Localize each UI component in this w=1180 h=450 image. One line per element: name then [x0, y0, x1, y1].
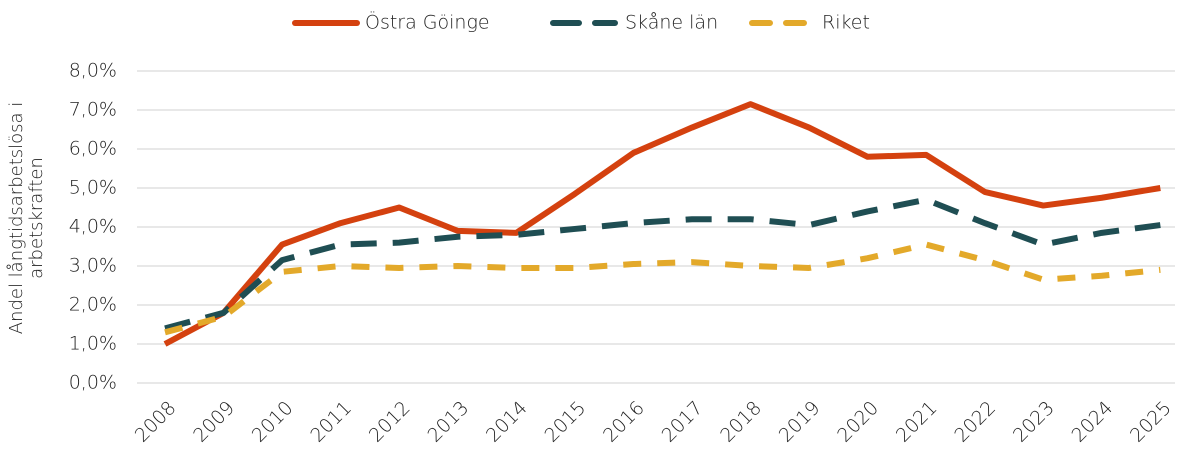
x-tick-label: 2021 — [892, 397, 942, 447]
legend-label: Skåne län — [625, 12, 718, 34]
x-tick-label: 2022 — [950, 397, 1000, 447]
y-tick-label: 8,0% — [69, 60, 117, 82]
y-tick-label: 1,0% — [69, 333, 117, 355]
x-tick-label: 2025 — [1126, 397, 1176, 447]
x-tick-label: 2016 — [599, 397, 649, 447]
legend-label: Östra Göinge — [365, 11, 490, 34]
x-tick-label: 2014 — [482, 397, 532, 447]
legend-label: Riket — [822, 12, 870, 34]
y-tick-label: 7,0% — [69, 99, 117, 121]
x-tick-label: 2012 — [365, 397, 415, 447]
series-line — [164, 241, 1161, 336]
y-tick-label: 2,0% — [69, 294, 117, 316]
series-line — [164, 196, 1161, 332]
series-line — [163, 101, 1161, 347]
y-tick-label: 4,0% — [69, 216, 117, 238]
x-tick-label: 2008 — [131, 397, 181, 447]
x-tick-label: 2018 — [716, 397, 766, 447]
y-tick-label: 6,0% — [69, 138, 117, 160]
y-tick-label: 3,0% — [69, 255, 117, 277]
x-tick-label: 2009 — [189, 397, 239, 447]
y-axis-label: Andel långtidsarbetslösa i arbetskraften — [6, 101, 47, 335]
x-tick-label: 2020 — [833, 397, 883, 447]
x-tick-label: 2023 — [1009, 397, 1059, 447]
x-tick-label: 2019 — [775, 397, 825, 447]
x-tick-label: 2013 — [423, 397, 473, 447]
y-tick-label: 0,0% — [69, 372, 117, 394]
y-tick-label: 5,0% — [69, 177, 117, 199]
x-tick-label: 2015 — [541, 397, 591, 447]
x-tick-label: 2011 — [306, 397, 356, 447]
x-tick-label: 2010 — [248, 397, 298, 447]
x-tick-label: 2024 — [1067, 397, 1117, 447]
x-tick-label: 2017 — [658, 397, 708, 447]
